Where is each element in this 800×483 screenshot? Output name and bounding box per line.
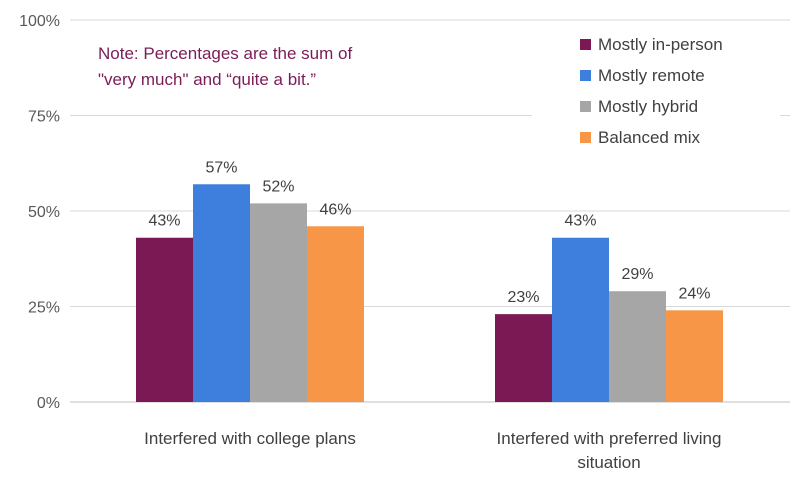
- bars: [136, 184, 723, 402]
- category-label: Interfered with college plans: [144, 429, 356, 448]
- category-label: Interfered with preferred living: [497, 429, 722, 448]
- note-line-2: "very much" and “quite a bit.”: [98, 70, 316, 89]
- bar: [495, 314, 552, 402]
- y-tick-label: 50%: [28, 204, 60, 221]
- data-label: 24%: [678, 285, 710, 302]
- bar: [666, 310, 723, 402]
- legend: Mostly in-person Mostly remote Mostly hybr…: [532, 27, 780, 161]
- data-label: 43%: [148, 213, 180, 230]
- bar: [193, 184, 250, 402]
- legend-label: Mostly remote: [598, 66, 705, 85]
- data-label: 46%: [319, 201, 351, 218]
- bar: [307, 226, 364, 402]
- bar: [552, 237, 609, 402]
- legend-background: [532, 27, 780, 161]
- note-annotation: Note: Percentages are the sum of "very m…: [98, 44, 352, 89]
- y-tick-label: 75%: [28, 109, 60, 126]
- data-labels: 43% 57% 52% 46% 23% 43% 29% 24%: [148, 159, 710, 306]
- legend-swatch: [580, 70, 591, 81]
- note-line-1: Note: Percentages are the sum of: [98, 44, 352, 63]
- bar: [609, 291, 666, 402]
- legend-label: Mostly hybrid: [598, 97, 698, 116]
- y-axis-tick-labels: 0% 25% 50% 75% 100%: [19, 13, 60, 412]
- data-label: 43%: [564, 213, 596, 230]
- y-tick-label: 100%: [19, 13, 60, 30]
- data-label: 57%: [205, 159, 237, 176]
- bar: [250, 203, 307, 402]
- legend-swatch: [580, 132, 591, 143]
- y-tick-label: 0%: [37, 395, 60, 412]
- data-label: 52%: [262, 178, 294, 195]
- legend-label: Mostly in-person: [598, 35, 723, 54]
- category-label: situation: [577, 453, 640, 472]
- legend-swatch: [580, 39, 591, 50]
- bar: [136, 237, 193, 402]
- legend-label: Balanced mix: [598, 128, 701, 147]
- data-label: 23%: [507, 289, 539, 306]
- data-label: 29%: [621, 266, 653, 283]
- x-axis-category-labels: Interfered with college plans Interfered …: [144, 429, 721, 472]
- y-tick-label: 25%: [28, 300, 60, 317]
- legend-swatch: [580, 101, 591, 112]
